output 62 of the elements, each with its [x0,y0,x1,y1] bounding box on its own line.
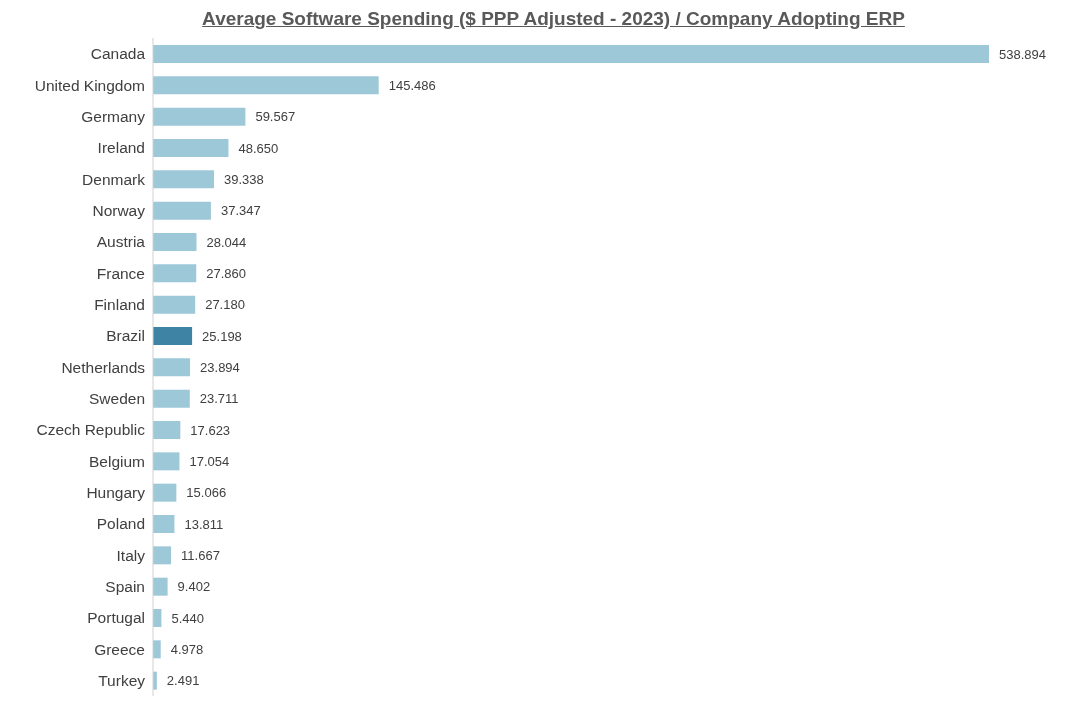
data-label: 11.667 [181,547,220,563]
bar [153,546,172,565]
y-tick-label: Greece [94,640,145,658]
bar [153,515,175,533]
bar [153,45,989,63]
data-label: 4.978 [170,641,204,657]
y-tick-label: Norway [92,201,146,219]
data-label: 28.044 [206,234,247,250]
data-label: 25.198 [202,328,242,344]
data-label: 538.894 [999,46,1046,62]
y-tick-label: Finland [94,295,145,313]
data-label: 27.180 [205,297,245,313]
data-label: 48.650 [238,140,279,156]
y-tick-label: Sweden [88,389,145,407]
bar [153,358,191,377]
y-tick-label: Brazil [106,327,145,345]
y-tick-label: Ireland [97,139,145,157]
data-label: 59.567 [255,109,296,125]
y-tick-label: United Kingdom [34,76,145,94]
y-tick-label: Czech Republic [36,421,146,439]
y-tick-label: Germany [81,107,146,125]
data-label: 9.402 [177,579,211,595]
data-label: 15.066 [186,485,227,501]
data-label: 23.711 [199,391,239,407]
bar [153,264,197,283]
data-label: 17.054 [189,453,230,469]
data-label: 5.440 [171,610,204,626]
data-label: 37.347 [220,203,261,219]
bar [153,452,180,471]
y-tick-label: Portugal [87,609,145,627]
bar [153,139,229,157]
y-tick-label: Turkey [98,671,146,689]
data-label: 23.894 [200,359,240,375]
bar [153,107,246,126]
data-label: 27.860 [206,265,246,281]
bar [153,640,161,659]
y-tick-label: Poland [96,515,145,533]
bar [153,76,379,95]
bar [153,233,197,251]
bar [153,483,177,502]
data-label: 145.486 [388,77,436,93]
data-label: 39.338 [224,171,264,187]
data-label: 13.811 [184,516,224,532]
bar [153,389,190,408]
bar [153,327,193,345]
y-tick-label: Denmark [82,170,146,188]
y-tick-label: Canada [90,45,146,63]
y-tick-label: Hungary [86,483,146,501]
y-tick-label: Spain [105,577,145,595]
bar [153,170,215,189]
bar [153,577,168,596]
y-tick-label: Italy [116,546,146,564]
chart-title: Average Software Spending ($ PPP Adjusted - 2023) / Company Adopting ERP [201,8,906,30]
y-tick-label: France [96,264,145,282]
bar [153,295,196,314]
y-tick-label: Netherlands [61,358,146,376]
y-tick-label: Austria [96,233,146,251]
bar [153,201,211,220]
data-label: 2.491 [166,673,200,689]
y-tick-label: Belgium [89,452,145,470]
data-label: 17.623 [190,422,231,438]
bar [153,421,181,439]
